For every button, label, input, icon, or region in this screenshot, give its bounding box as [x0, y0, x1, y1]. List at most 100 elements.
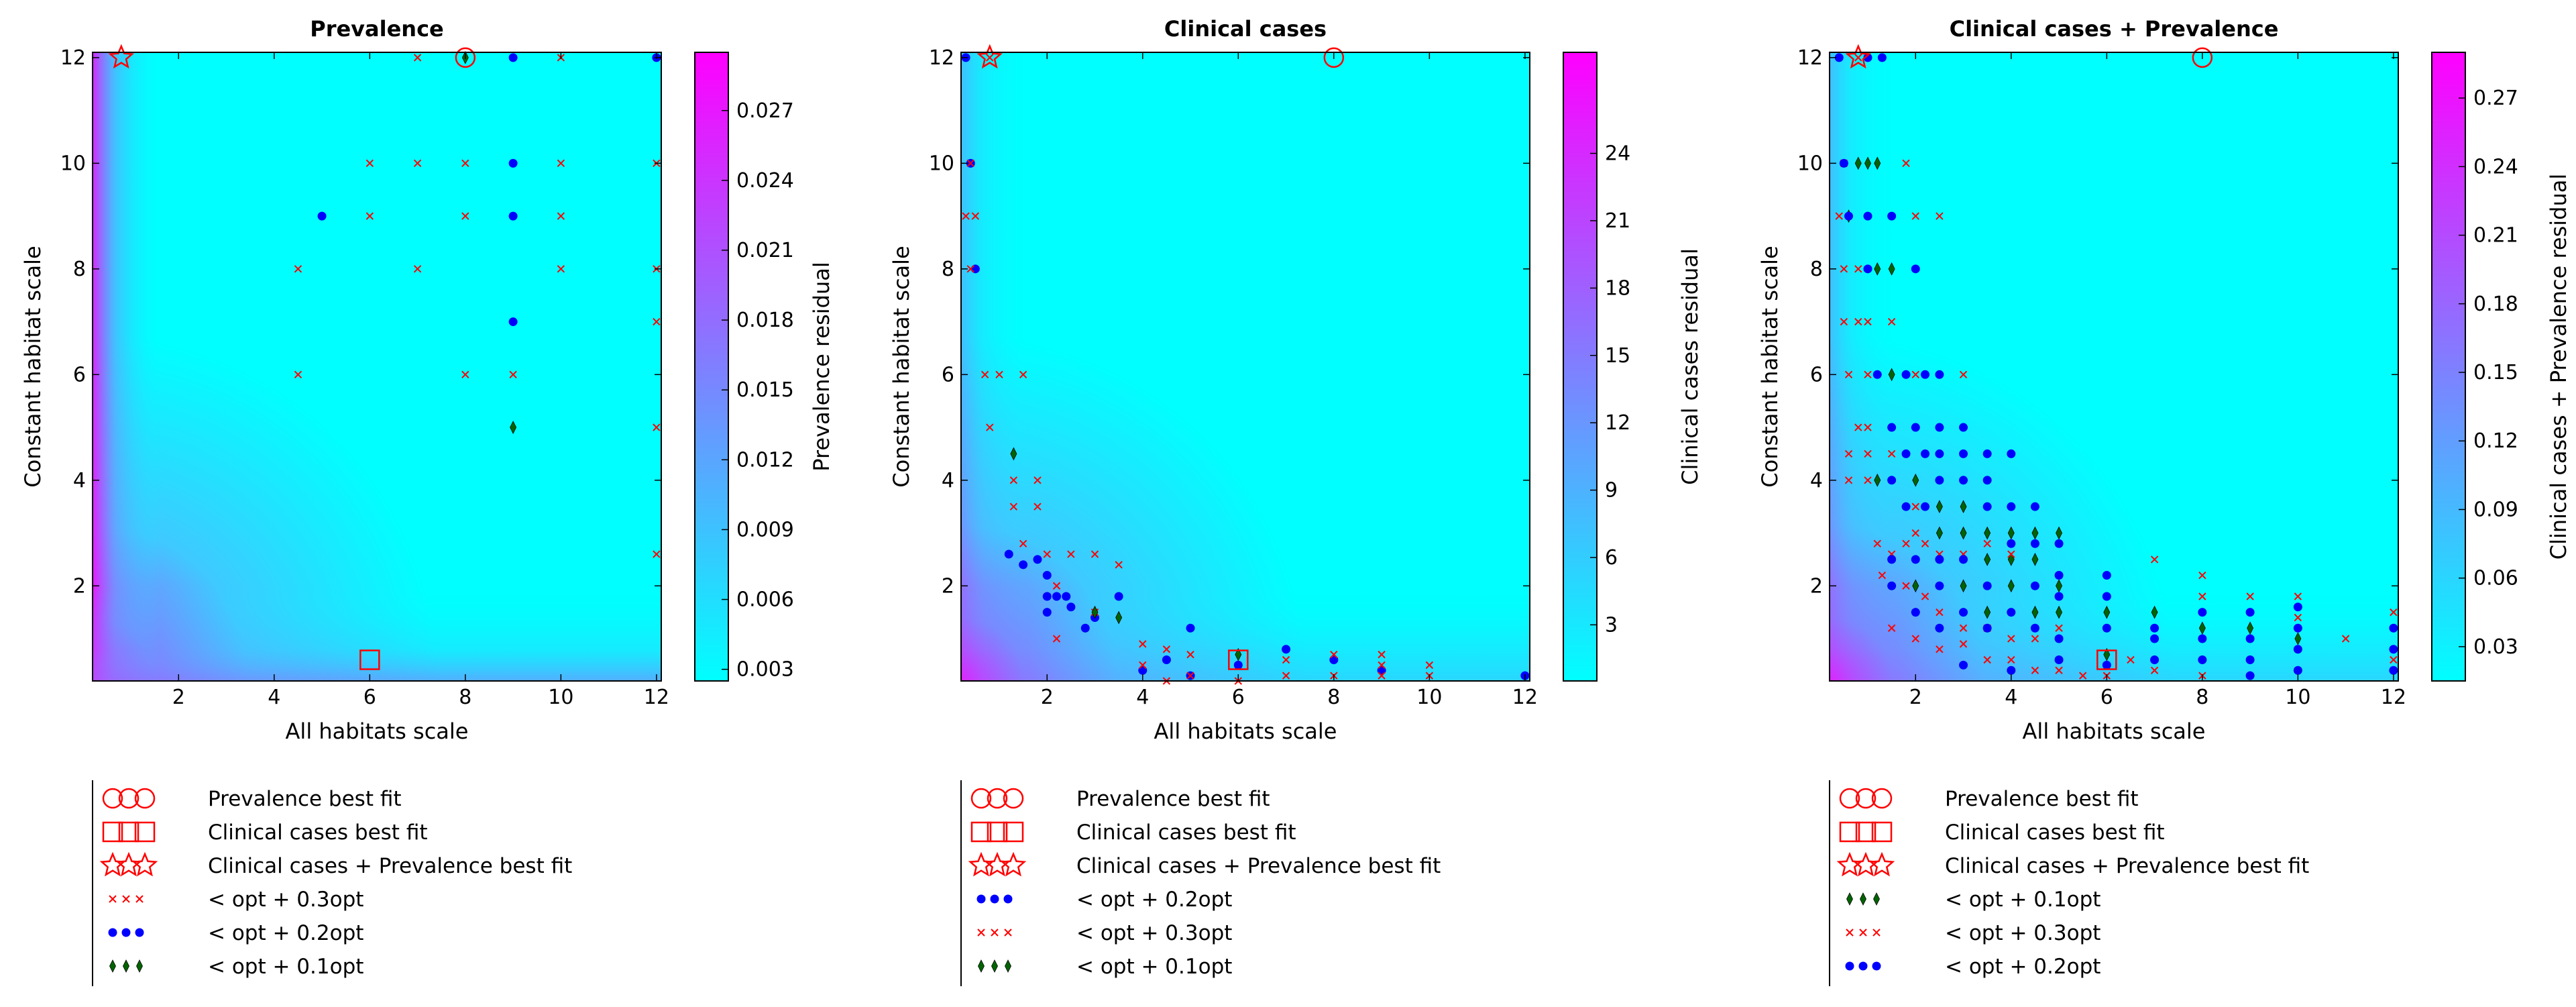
legend-entry: Prevalence best fit [102, 787, 402, 811]
colorbar-tick-label: 0.012 [736, 448, 794, 472]
data-point [2031, 553, 2039, 566]
legend-marker [1004, 929, 1012, 937]
y-tick-label: 6 [942, 363, 954, 386]
data-point [1887, 211, 1897, 221]
data-point [1887, 555, 1897, 564]
data-point [1959, 624, 1968, 632]
data-point [1935, 623, 1944, 633]
x-tick-label: 2 [1909, 686, 1922, 709]
data-point [1887, 476, 1897, 485]
legend-label: Prevalence best fit [1076, 787, 1270, 811]
data-point [1911, 555, 1920, 564]
y-tick-label: 2 [1810, 574, 1823, 598]
data-point [1935, 423, 1944, 432]
data-point [1983, 655, 1991, 664]
y-tick-label: 6 [73, 363, 86, 386]
legend-marker [134, 788, 156, 809]
data-point [508, 158, 518, 168]
y-tick-label: 10 [60, 152, 86, 175]
data-point [1887, 423, 1897, 432]
data-point [1043, 550, 1051, 558]
data-point [1233, 660, 1243, 670]
data-point [1840, 265, 1848, 273]
colorbar-tick-label: 0.15 [2473, 361, 2518, 384]
legend-entry: Prevalence best fit [1839, 787, 2139, 811]
data-point [1874, 262, 1881, 276]
y-axis-label: Constant habitat scale [20, 246, 46, 487]
data-point [2055, 624, 2063, 632]
colorbar-tick-label: 0.03 [2473, 635, 2518, 659]
data-point [1864, 317, 1872, 326]
data-point [1854, 423, 1862, 431]
data-point [1935, 449, 1944, 458]
data-point [1004, 549, 1013, 559]
data-point [1901, 370, 1911, 379]
data-point [1162, 645, 1171, 653]
data-point [557, 265, 565, 273]
legend-marker [135, 895, 144, 903]
heatmap-bottom [961, 52, 1530, 681]
data-point [1982, 502, 1992, 511]
legend: Prevalence best fit Clinical cases best f… [92, 780, 572, 986]
y-axis-label: Constant habitat scale [1757, 246, 1783, 487]
data-point [2389, 666, 2398, 675]
y-tick-label: 4 [73, 469, 86, 492]
data-point [1186, 650, 1194, 659]
data-point [2030, 623, 2039, 633]
x-axis-label: All habitats scale [2023, 719, 2206, 744]
legend: Prevalence best fit Clinical cases best f… [960, 780, 1441, 986]
clinical-best-fit-marker [359, 649, 380, 670]
data-point [1033, 476, 1042, 484]
data-point [1911, 423, 1920, 432]
data-point [995, 370, 1003, 379]
prevalence-best-fit-marker [2192, 47, 2213, 68]
colorbar-tick-label: 3 [1605, 613, 1618, 637]
data-point [2294, 592, 2302, 600]
chart-title: Clinical cases [1164, 16, 1327, 42]
colorbar-tick-label: 6 [1605, 546, 1618, 570]
data-point [2030, 581, 2039, 590]
data-point [557, 212, 565, 220]
data-point [2198, 608, 2207, 617]
axes-frame [1829, 52, 2399, 682]
data-point [2007, 550, 2015, 558]
x-tick-label: 4 [2005, 686, 2017, 709]
colorbar-tick-label: 0.24 [2473, 155, 2518, 178]
data-point [317, 211, 327, 221]
colorbar-tick-label: 0.18 [2473, 293, 2518, 316]
colorbar: 3 6 9 12 15 18 21 24 Clinical cases residual [1563, 52, 1703, 682]
colorbar-tick-label: 15 [1605, 344, 1630, 368]
legend-marker [987, 788, 1008, 809]
data-point [1887, 624, 1896, 632]
data-point [2389, 645, 2398, 654]
data-point [1921, 370, 1930, 379]
legend-marker [135, 928, 144, 937]
data-point [1042, 592, 1052, 601]
data-point [1080, 623, 1090, 633]
x-tick-label: 10 [2285, 686, 2310, 709]
y-tick-label: 8 [1810, 258, 1823, 281]
legend-marker [977, 929, 985, 937]
chart-panel-1: 2 4 6 8 10 12 2 4 6 8 10 12 Prevalence All habitats s… [20, 16, 834, 986]
data-point [1982, 623, 1992, 633]
y-tick-label: 4 [1810, 469, 1823, 492]
data-point [1872, 370, 1882, 379]
y-tick-label: 12 [929, 46, 954, 70]
y-tick-label: 10 [1797, 152, 1823, 175]
data-point [1902, 159, 1910, 168]
data-point [653, 423, 661, 431]
legend-marker [987, 821, 1008, 843]
y-tick-label: 12 [60, 46, 86, 70]
legend-marker [102, 821, 123, 843]
data-point [1854, 317, 1862, 326]
y-tick-label: 2 [942, 574, 954, 598]
data-point [2245, 608, 2255, 617]
y-tick-label: 8 [73, 258, 86, 281]
chart-panel-3: 2 4 6 8 10 12 2 4 6 8 10 12 Clinical cases + Prevale… [1757, 16, 2571, 986]
x-tick-label: 2 [172, 686, 185, 709]
data-point [1186, 672, 1194, 680]
x-tick-label: 4 [1136, 686, 1149, 709]
data-point [2293, 645, 2302, 654]
legend-marker [970, 821, 992, 843]
legend-label: Clinical cases + Prevalence best fit [1945, 854, 2309, 878]
